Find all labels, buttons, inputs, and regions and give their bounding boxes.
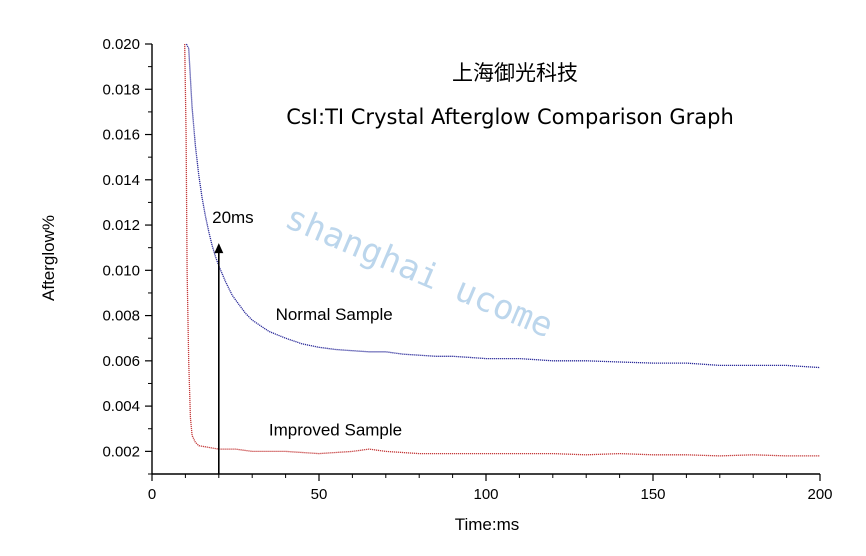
y-tick-label: 0.002: [102, 443, 140, 460]
series-layer: [184, 43, 821, 457]
x-tick-label: 0: [148, 486, 156, 503]
y-tick-label: 0.012: [102, 217, 140, 234]
arrow-head: [214, 243, 224, 254]
x-tick-label: 50: [311, 486, 328, 503]
chart-subtitle: CsI:TI Crystal Afterglow Comparison Grap…: [286, 105, 734, 129]
annotation-layer: Normal Sample Improved Sample 20ms: [212, 208, 402, 474]
annotation-label: Improved Sample: [269, 421, 402, 440]
y-tick-label: 0.020: [102, 36, 140, 53]
series-line-0: [185, 43, 821, 369]
annotation-label: Normal Sample: [276, 305, 393, 324]
y-tick-label: 0.008: [102, 308, 140, 325]
y-tick-label: 0.016: [102, 127, 140, 144]
chart-title: 上海御光科技: [452, 61, 578, 85]
y-tick-label: 0.014: [102, 172, 140, 189]
y-tick-label: 0.018: [102, 81, 140, 98]
y-axis-title: Afterglow%: [39, 215, 58, 301]
y-tick-label: 0.010: [102, 262, 140, 279]
annotation-label: 20ms: [212, 208, 254, 227]
ticks-layer: 0 50 100 150 200 0.002 0.004 0.006 0.008 0.010 0.0…: [102, 36, 832, 503]
series-line-1: [184, 43, 820, 457]
y-tick-label: 0.004: [102, 398, 140, 415]
x-tick-label: 150: [640, 486, 665, 503]
x-tick-label: 200: [807, 486, 832, 503]
x-tick-label: 100: [473, 486, 498, 503]
y-tick-label: 0.006: [102, 353, 140, 370]
x-axis-title: Time:ms: [455, 515, 520, 534]
